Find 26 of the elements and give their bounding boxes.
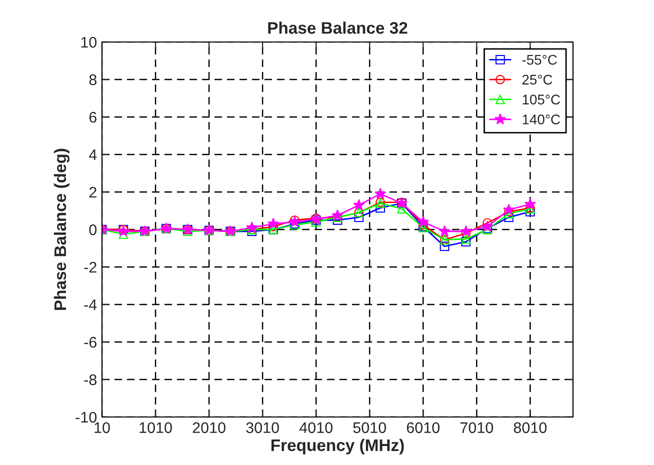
x-axis-title: Frequency (MHz) (271, 438, 404, 454)
x-tick-label: 4010 (299, 422, 332, 434)
y-axis-title: Phase Balance (deg) (54, 148, 70, 310)
y-tick-label: 2 (89, 186, 96, 198)
y-tick-label: -2 (84, 262, 96, 273)
y-tick-label: 10 (81, 36, 97, 48)
chart-title: Phase Balance 32 (268, 22, 408, 34)
x-tick-label: 8010 (514, 422, 547, 434)
legend-label: 25°C (522, 74, 552, 85)
legend-label: -55°C (522, 54, 557, 65)
x-tick-label: 1010 (140, 422, 172, 434)
y-tick-label: 8 (89, 74, 96, 86)
y-tick-label: -10 (76, 412, 97, 423)
x-tick-label: 5010 (353, 422, 386, 434)
legend-label: 140°C (522, 114, 560, 124)
y-tick-label: 0 (89, 224, 97, 236)
x-tick-label: 2010 (192, 422, 226, 434)
y-tick-label: 6 (89, 112, 96, 123)
x-tick-label: 6010 (406, 422, 440, 434)
y-tick-label: 4 (88, 150, 97, 160)
legend-label: 105°C (522, 94, 560, 104)
x-tick-label: 3010 (246, 422, 279, 434)
y-tick-label: -4 (84, 300, 97, 310)
y-tick-label: -6 (84, 336, 96, 348)
y-tick-label: -8 (84, 374, 96, 386)
x-tick-label: 7010 (460, 422, 494, 434)
